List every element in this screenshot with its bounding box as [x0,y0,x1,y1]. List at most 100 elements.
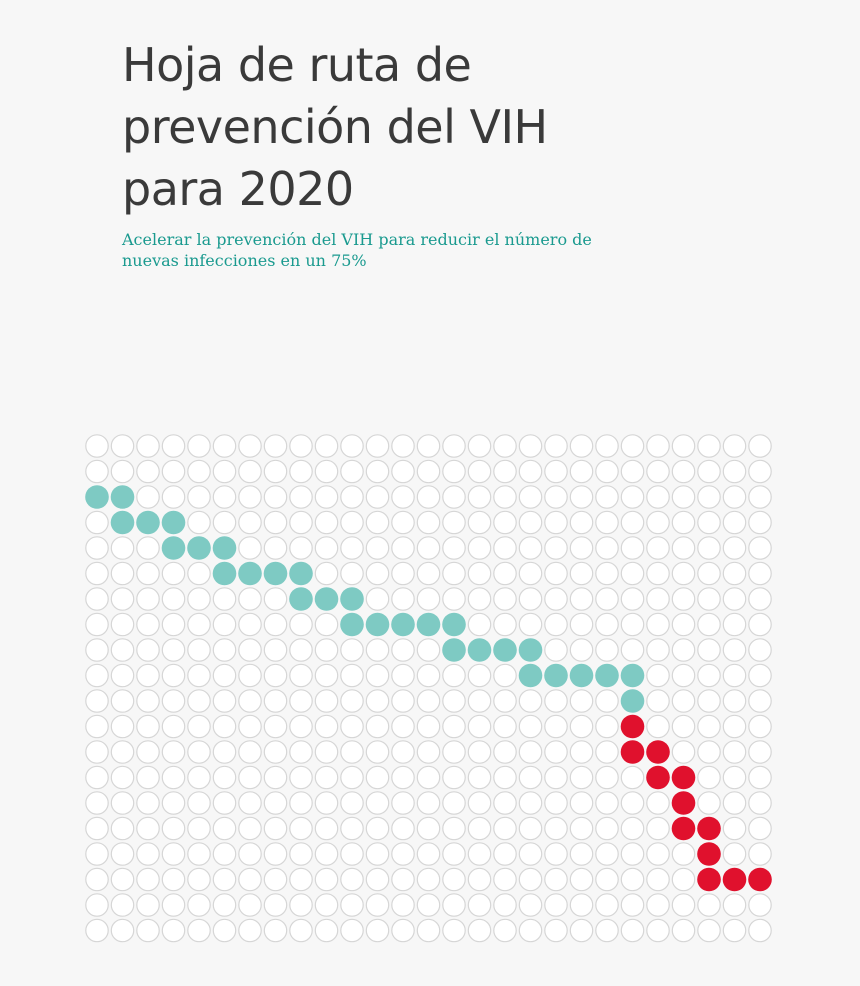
cover-subtitle: Acelerar la prevención del VIH para redu… [122,229,642,271]
dot-teal [238,561,262,586]
dot-empty [569,638,594,662]
dot-empty [620,918,645,943]
dot-empty [391,893,415,917]
dot-empty [365,918,390,943]
dot-empty [238,918,262,943]
dot-empty [110,638,135,662]
dot-empty [697,689,721,713]
dot-red [620,714,645,739]
dot-empty [544,689,568,713]
dot-empty [212,867,237,892]
dot-empty [110,765,135,790]
dot-empty [722,638,747,662]
dot-empty [365,459,390,484]
dot-empty [161,893,186,917]
dot-empty [110,918,135,943]
dot-empty [569,842,594,866]
dot-empty [671,740,696,764]
dot-empty [595,485,619,509]
dot-empty [697,587,721,611]
dot-empty [722,893,747,917]
dot-empty [467,459,492,484]
dot-empty [544,536,568,560]
dot-empty [365,842,390,866]
dot-teal [493,638,517,662]
dot-empty [212,510,237,535]
dot-empty [620,791,645,815]
dot-empty [238,663,262,688]
dot-empty [110,459,135,484]
dot-empty [263,510,288,535]
dot-empty [289,612,313,637]
dot-empty [365,689,390,713]
dot-empty [722,791,747,815]
dot-empty [467,663,492,688]
dot-empty [187,714,211,739]
dot-empty [161,587,186,611]
dot-empty [391,459,415,484]
dot-empty [595,918,619,943]
dot-empty [442,536,466,560]
dot-empty [722,485,747,509]
dot-empty [314,689,339,713]
dot-empty [493,791,517,815]
dot-empty [646,867,670,892]
dot-empty [136,765,160,790]
dot-empty [161,485,186,509]
dot-empty [263,714,288,739]
dot-empty [416,867,441,892]
dot-empty [187,842,211,866]
dot-empty [365,485,390,509]
dot-empty [238,893,262,917]
dot-empty [722,663,747,688]
dot-empty [671,918,696,943]
dot-empty [646,816,670,841]
dot-empty [391,638,415,662]
dot-empty [467,791,492,815]
dot-empty [620,587,645,611]
dot-teal [314,587,339,611]
dot-empty [340,663,364,688]
dot-empty [722,842,747,866]
dot-empty [518,434,543,458]
dot-empty [136,714,160,739]
dot-empty [289,765,313,790]
dot-empty [722,714,747,739]
cover-title-line-2: prevención del VIH [122,100,548,154]
dot-empty [442,561,466,586]
dot-empty [697,893,721,917]
dot-empty [314,918,339,943]
dot-empty [391,434,415,458]
dot-empty [671,434,696,458]
dot-empty [467,689,492,713]
dot-empty [467,918,492,943]
dot-empty [136,791,160,815]
dot-empty [620,638,645,662]
dot-empty [697,459,721,484]
dot-empty [748,663,772,688]
dot-empty [697,638,721,662]
dot-empty [340,714,364,739]
dot-empty [416,842,441,866]
dot-empty [544,765,568,790]
dot-teal [365,612,390,637]
dot-empty [416,434,441,458]
dot-empty [136,867,160,892]
dot-empty [289,740,313,764]
dot-empty [340,867,364,892]
dot-empty [263,536,288,560]
dot-empty [161,816,186,841]
dot-empty [518,791,543,815]
dot-empty [263,638,288,662]
dot-empty [391,765,415,790]
dot-empty [518,714,543,739]
dot-empty [161,791,186,815]
dot-empty [212,714,237,739]
dot-teal [518,663,543,688]
dot-empty [722,587,747,611]
dot-empty [671,561,696,586]
dot-empty [671,867,696,892]
dot-empty [518,842,543,866]
dot-empty [646,485,670,509]
dot-empty [187,765,211,790]
